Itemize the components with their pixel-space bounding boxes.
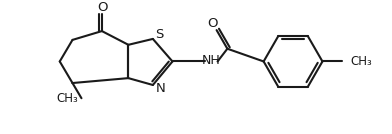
Text: CH₃: CH₃ <box>350 55 372 68</box>
Text: O: O <box>98 1 108 14</box>
Text: NH: NH <box>201 54 220 67</box>
Text: S: S <box>156 27 164 40</box>
Text: N: N <box>156 82 165 95</box>
Text: CH₃: CH₃ <box>57 92 78 105</box>
Text: O: O <box>207 17 218 30</box>
